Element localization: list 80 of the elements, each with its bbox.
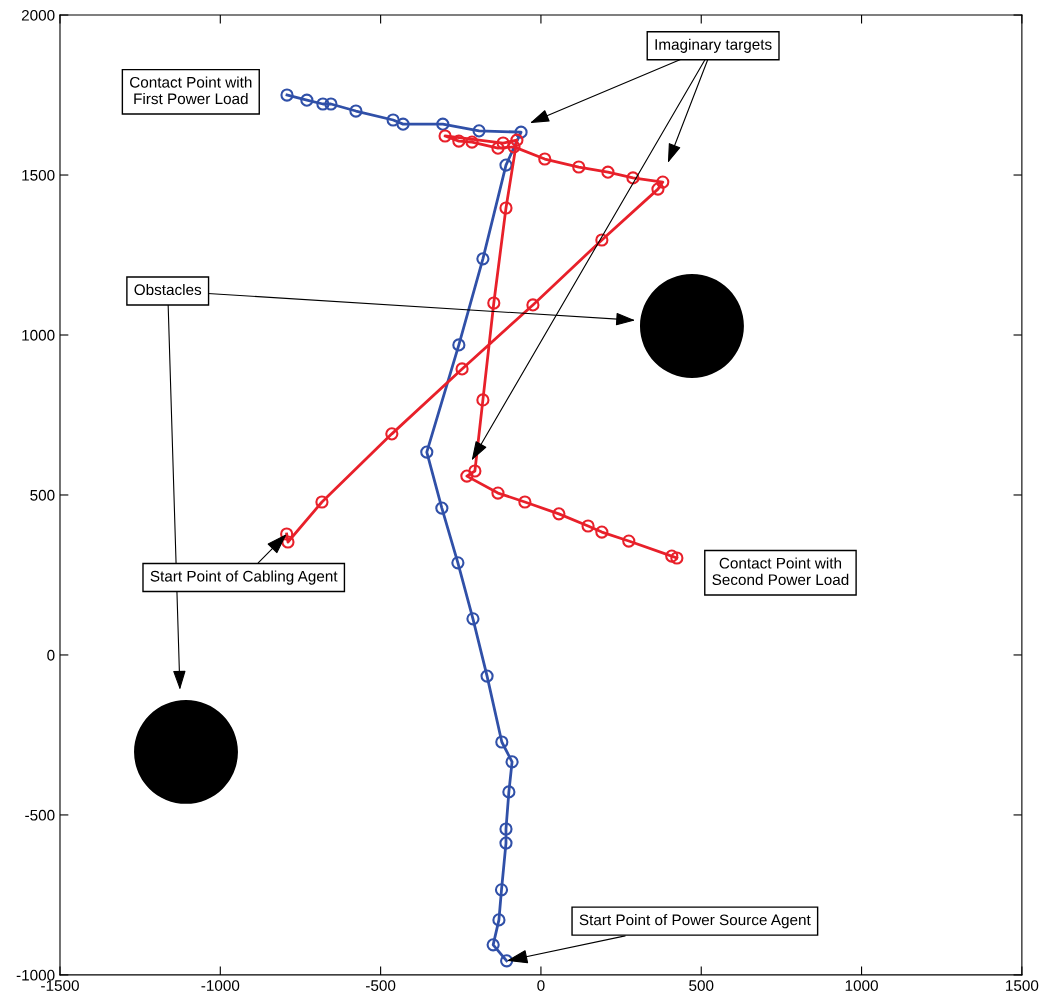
point bbox=[455, 362, 469, 376]
point bbox=[480, 669, 494, 683]
point bbox=[385, 427, 399, 441]
point bbox=[518, 495, 532, 509]
point bbox=[499, 822, 513, 836]
point bbox=[595, 233, 609, 247]
point bbox=[595, 525, 609, 539]
point bbox=[280, 527, 294, 541]
point bbox=[494, 883, 509, 897]
point bbox=[300, 93, 314, 107]
point bbox=[468, 464, 482, 478]
point bbox=[466, 612, 480, 626]
point bbox=[499, 158, 513, 172]
point bbox=[436, 117, 450, 131]
point bbox=[476, 393, 490, 407]
point bbox=[622, 534, 636, 548]
point bbox=[505, 755, 519, 769]
point bbox=[280, 88, 294, 102]
point bbox=[492, 913, 506, 927]
point bbox=[507, 140, 521, 154]
point bbox=[465, 135, 479, 149]
annotation: Start Point of Cabling Agent bbox=[150, 570, 338, 585]
point bbox=[514, 125, 528, 139]
point bbox=[572, 160, 586, 174]
y-tick-label: 1500 bbox=[22, 169, 55, 181]
point bbox=[499, 836, 513, 850]
x-tick-label: 500 bbox=[689, 980, 714, 991]
point bbox=[324, 97, 338, 111]
point bbox=[496, 136, 510, 150]
point bbox=[435, 501, 449, 515]
point bbox=[396, 117, 410, 131]
point bbox=[538, 152, 552, 166]
x-tick-label: 1000 bbox=[845, 980, 878, 991]
point bbox=[349, 104, 363, 118]
point bbox=[626, 171, 640, 185]
point bbox=[476, 252, 490, 266]
annotation: Obstacles bbox=[134, 283, 202, 296]
point bbox=[491, 486, 505, 500]
point bbox=[316, 97, 330, 111]
annotation: Contact Point with First Power Load bbox=[130, 76, 252, 105]
point bbox=[452, 338, 466, 352]
annotation: Contact Point with Second Power Load bbox=[712, 557, 849, 586]
annotation: Imaginary targets bbox=[655, 38, 772, 53]
point bbox=[460, 469, 474, 483]
point bbox=[491, 141, 505, 155]
point bbox=[495, 735, 509, 749]
y-tick-label: 1000 bbox=[22, 329, 55, 341]
point bbox=[438, 129, 452, 143]
point bbox=[499, 201, 513, 215]
annotation: Start Point of Power Source Agent bbox=[579, 914, 811, 929]
x-tick-label: -1500 bbox=[41, 980, 79, 991]
point bbox=[581, 519, 595, 533]
point bbox=[281, 535, 295, 549]
y-tick-label: -500 bbox=[25, 809, 55, 821]
point bbox=[502, 785, 516, 799]
point bbox=[656, 175, 670, 189]
point bbox=[386, 113, 400, 127]
point bbox=[451, 556, 465, 570]
y-tick-label: -1000 bbox=[16, 969, 55, 981]
x-tick-label: -1000 bbox=[201, 980, 240, 991]
point bbox=[510, 133, 524, 147]
point bbox=[315, 495, 329, 509]
point bbox=[420, 445, 434, 459]
point bbox=[486, 938, 500, 952]
x-tick-label: 1500 bbox=[1006, 980, 1039, 991]
point bbox=[500, 954, 514, 968]
point bbox=[452, 134, 466, 148]
point bbox=[487, 296, 501, 310]
point bbox=[601, 165, 615, 179]
y-tick-label: 500 bbox=[30, 489, 55, 501]
point bbox=[670, 551, 684, 565]
x-tick-label: 0 bbox=[537, 980, 545, 991]
y-tick-label: 0 bbox=[47, 649, 55, 661]
y-tick-label: 2000 bbox=[21, 9, 55, 21]
point bbox=[526, 298, 540, 312]
point bbox=[665, 549, 679, 563]
point bbox=[651, 182, 665, 196]
x-tick-label: -500 bbox=[366, 980, 396, 991]
point bbox=[472, 124, 486, 138]
point bbox=[552, 507, 566, 521]
